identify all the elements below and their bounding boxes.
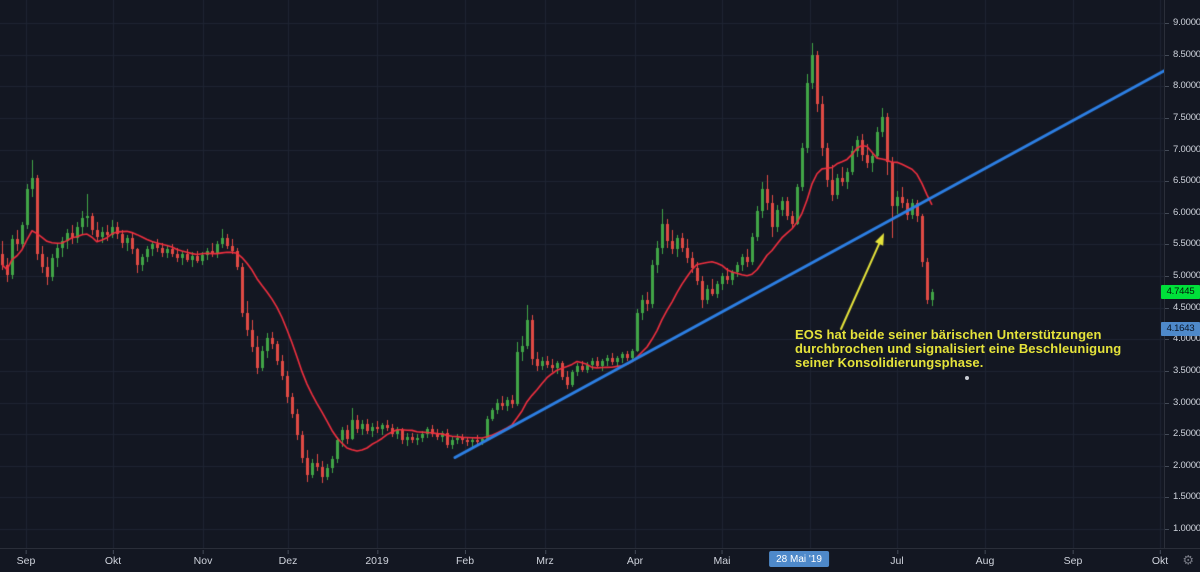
time-tick-label: Apr — [627, 550, 643, 572]
price-tick-label: 8.5000 — [1165, 49, 1200, 61]
annotation-text[interactable]: EOS hat beide seiner bärischen Unterstüt… — [795, 327, 1122, 370]
time-tick-label: 2019 — [365, 550, 389, 572]
price-tick-label: 7.5000 — [1165, 112, 1200, 124]
price-tick-label: 4.5000 — [1165, 302, 1200, 314]
price-tick-label: 7.0000 — [1165, 144, 1200, 156]
price-chart-canvas[interactable] — [0, 0, 1164, 548]
price-tick-label: 8.0000 — [1165, 80, 1200, 92]
time-tick-label: Sep — [1064, 550, 1082, 572]
price-axis[interactable]: 9.0000 8.5000 8.0000 7.5000 7.0000 6.5000 6.00… — [1164, 0, 1200, 548]
price-tick-label: 2.0000 — [1165, 460, 1200, 472]
time-tick-label: Jul — [890, 550, 904, 572]
price-tick-label: 2.5000 — [1165, 428, 1200, 440]
last-price-label: 4.7445 — [1161, 285, 1200, 300]
price-tick-label: 6.0000 — [1165, 207, 1200, 219]
price-tick-label: 9.0000 — [1165, 17, 1200, 29]
time-tick-label: Nov — [194, 550, 212, 572]
price-tick-label: 5.0000 — [1165, 270, 1200, 282]
time-tick-label: Dez — [279, 550, 297, 572]
level-price-label: 4.1643 — [1161, 321, 1200, 336]
drawing-anchor-dot[interactable] — [965, 376, 969, 380]
time-tick-label: Okt — [1152, 550, 1168, 572]
price-tick-label: 1.0000 — [1165, 523, 1200, 535]
time-tick-label: Mai — [714, 550, 730, 572]
selected-date-label: 28 Mai '19 — [769, 551, 829, 567]
time-tick-label: Feb — [456, 550, 474, 572]
price-tick-label: 1.5000 — [1165, 491, 1200, 503]
axis-settings-gear-icon[interactable]: ⚙ — [1182, 553, 1194, 568]
time-axis[interactable]: 28 Mai '19 ⚙ Sep Okt Nov Dez 2019 Feb Mrz Apr Ma… — [0, 548, 1200, 572]
price-tick-label: 4.0000 — [1165, 333, 1200, 345]
time-tick-label: Aug — [976, 550, 994, 572]
price-tick-label: 3.5000 — [1165, 365, 1200, 377]
price-tick-label: 6.5000 — [1165, 175, 1200, 187]
time-tick-label: Mrz — [536, 550, 554, 572]
price-tick-label: 5.5000 — [1165, 238, 1200, 250]
time-tick-label: Okt — [105, 550, 121, 572]
time-tick-label: Sep — [17, 550, 35, 572]
price-tick-label: 3.0000 — [1165, 397, 1200, 409]
